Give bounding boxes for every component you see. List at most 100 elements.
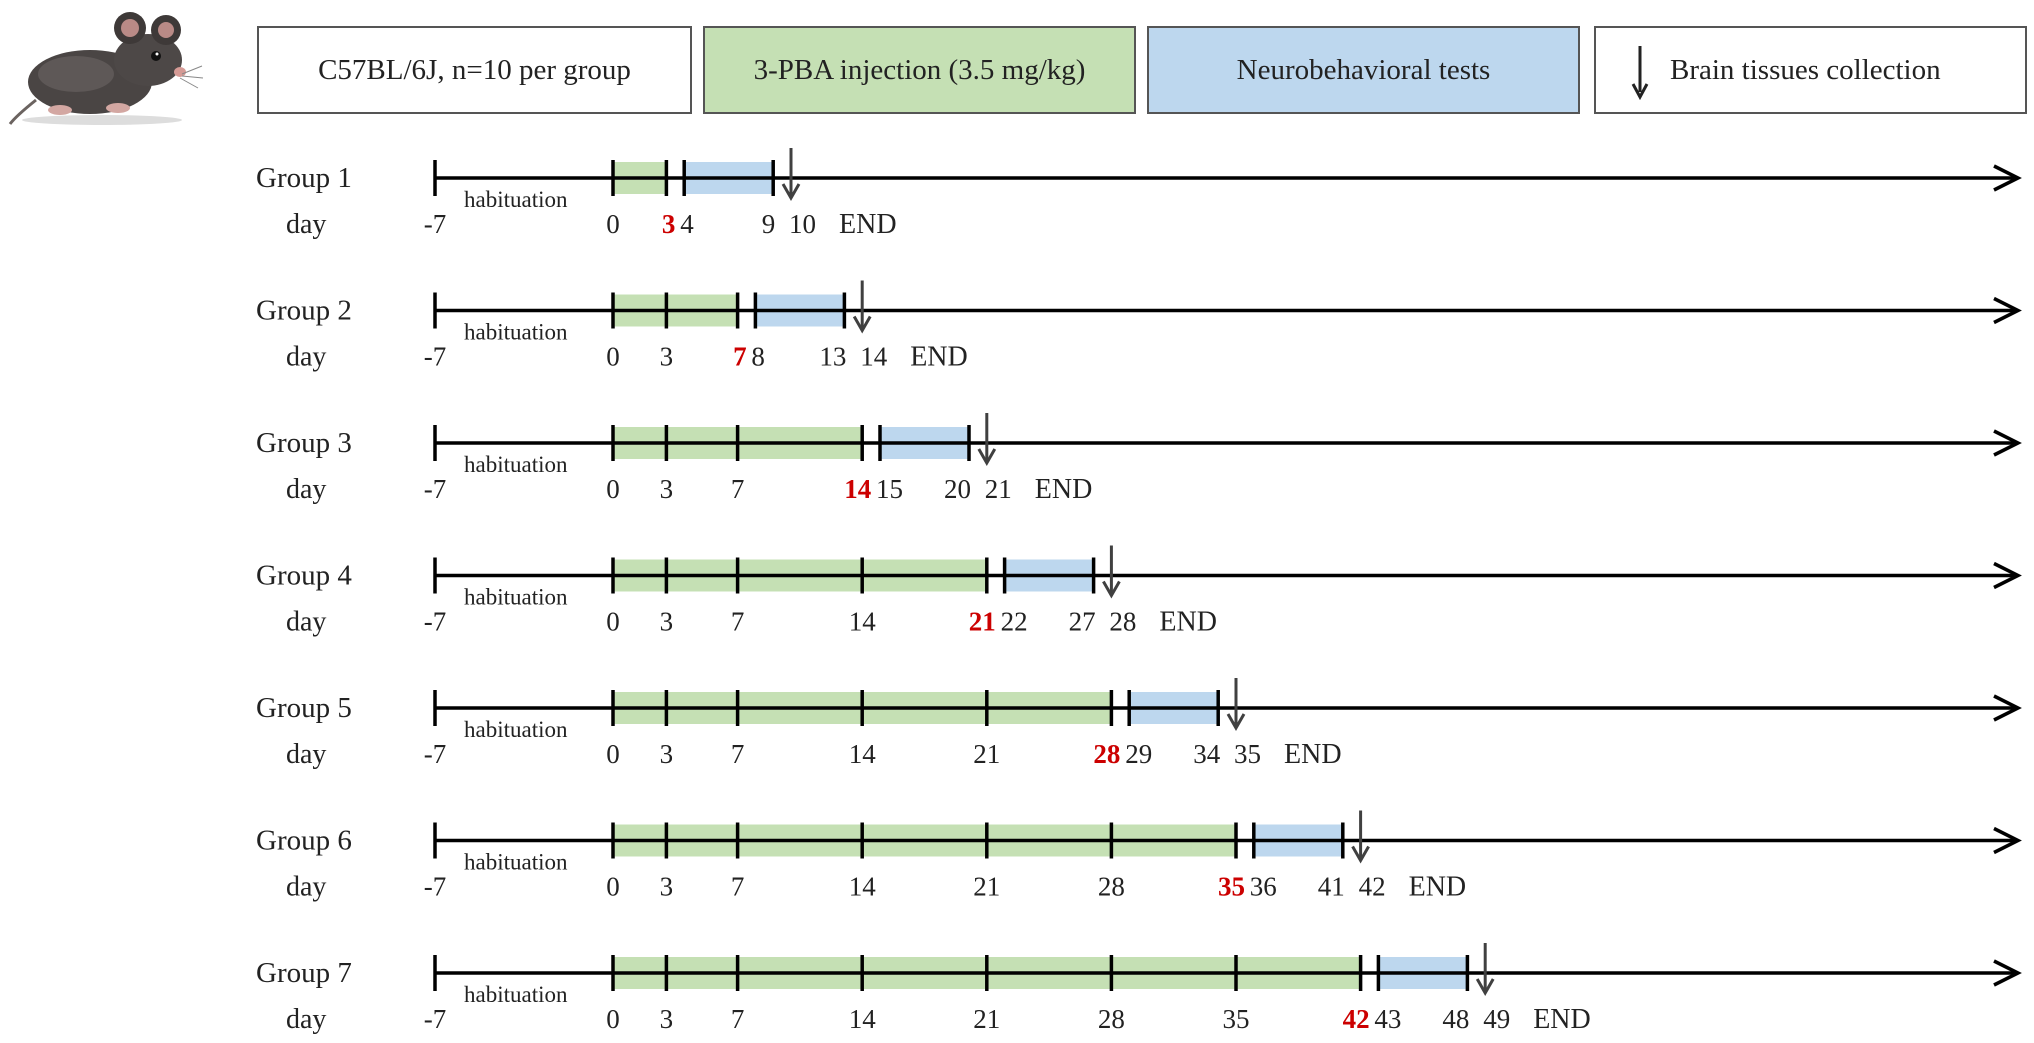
tick-label: 14 xyxy=(849,872,877,902)
collection-arrowhead xyxy=(781,183,801,202)
end-label: END xyxy=(1284,739,1342,770)
tick-label: -7 xyxy=(424,474,447,504)
tick-label: 42 xyxy=(1359,872,1386,902)
tick-label: 9 xyxy=(762,209,776,239)
tick-label: 20 xyxy=(944,474,971,504)
tick-label: 0 xyxy=(606,342,620,372)
tick-label: 8 xyxy=(751,342,765,372)
habituation-label: habituation xyxy=(464,320,568,345)
tick-label: 14 xyxy=(860,342,888,372)
tick-label: 14 xyxy=(849,607,877,637)
timeline-arrowhead xyxy=(1993,296,2022,325)
highlight-tick-label: 3 xyxy=(662,209,676,239)
tick-label: 7 xyxy=(731,872,745,902)
tick-label: 7 xyxy=(731,739,745,769)
end-label: END xyxy=(910,342,968,373)
end-label: END xyxy=(1159,607,1217,638)
group-label: Group 4 xyxy=(256,560,352,592)
tick-label: -7 xyxy=(424,1004,447,1034)
down-arrow-icon xyxy=(1631,46,1649,100)
tick-label: 0 xyxy=(606,474,620,504)
highlight-tick-label: 21 xyxy=(969,607,996,637)
timeline-arrowhead xyxy=(1993,429,2022,457)
habituation-label: habituation xyxy=(464,850,568,875)
tick-label: 28 xyxy=(1109,607,1136,637)
end-label: END xyxy=(1409,872,1467,903)
tick-label: 7 xyxy=(731,1004,745,1034)
tick-label: 14 xyxy=(849,1004,877,1034)
end-label: END xyxy=(1035,474,1093,505)
end-label: END xyxy=(1533,1004,1591,1035)
tick-label: 3 xyxy=(660,474,674,504)
tick-label: 35 xyxy=(1234,739,1261,769)
timeline-group-4: Group 4 day habituation -7 0 3 7 14 21 22 27 28 END xyxy=(256,545,2022,638)
habituation-label: habituation xyxy=(464,187,568,212)
day-label: day xyxy=(286,739,326,770)
day-label: day xyxy=(286,1004,326,1035)
timeline-arrowhead xyxy=(1993,694,2022,722)
end-label: END xyxy=(839,209,897,240)
tick-label: 22 xyxy=(1001,607,1028,637)
day-label: day xyxy=(286,607,326,638)
mouse-illustration xyxy=(8,12,204,125)
tick-label: 21 xyxy=(973,1004,1000,1034)
day-label: day xyxy=(286,342,326,373)
tick-label: 43 xyxy=(1374,1004,1401,1034)
habituation-label: habituation xyxy=(464,452,568,477)
collection-arrowhead xyxy=(1351,845,1370,864)
group-label: Group 1 xyxy=(256,162,352,194)
timeline-group-3: Group 3 day habituation -7 0 3 7 14 15 20 21 END xyxy=(256,413,2022,505)
tick-label: 34 xyxy=(1193,739,1221,769)
tick-label: 0 xyxy=(606,1004,620,1034)
tick-label: 0 xyxy=(606,209,620,239)
day-label: day xyxy=(286,209,326,240)
timeline-group-2: Group 2 day habituation -7 0 3 7 8 13 14 END xyxy=(256,280,2022,373)
legend-injection-label: 3-PBA injection (3.5 mg/kg) xyxy=(753,53,1086,86)
legend-collection-box: Brain tissues collection xyxy=(1594,26,2027,114)
day-label: day xyxy=(286,474,326,505)
timeline-group-7: Group 7 day habituation -7 0 3 7 14 21 28 35 42 43 48… xyxy=(256,943,2022,1035)
collection-arrowhead xyxy=(1475,978,1495,997)
highlight-tick-label: 35 xyxy=(1218,872,1245,902)
tick-label: 15 xyxy=(876,474,903,504)
timeline-arrowhead xyxy=(1993,561,2022,590)
tick-label: 28 xyxy=(1098,872,1125,902)
tick-label: 3 xyxy=(660,739,674,769)
tick-label: -7 xyxy=(424,872,447,902)
collection-arrowhead xyxy=(852,315,872,334)
tick-label: 29 xyxy=(1125,739,1152,769)
highlight-tick-label: 42 xyxy=(1343,1004,1370,1034)
tick-label: 41 xyxy=(1318,872,1345,902)
timeline-arrowhead xyxy=(1993,164,2022,192)
tick-label: 0 xyxy=(606,872,620,902)
collection-arrowhead xyxy=(1102,580,1121,599)
timeline-group-5: Group 5 day habituation -7 0 3 7 14 21 28 29 34 35 EN… xyxy=(256,678,2022,770)
tick-label: 4 xyxy=(680,209,694,239)
timeline-arrowhead xyxy=(1993,959,2022,987)
day-label: day xyxy=(286,872,326,903)
tick-label: 3 xyxy=(660,607,674,637)
tick-label: -7 xyxy=(424,342,447,372)
group-label: Group 6 xyxy=(256,825,352,857)
highlight-tick-label: 28 xyxy=(1093,739,1120,769)
legend-injection-box: 3-PBA injection (3.5 mg/kg) xyxy=(703,26,1136,114)
tick-label: -7 xyxy=(424,607,447,637)
tick-label: 0 xyxy=(606,607,620,637)
group-label: Group 7 xyxy=(256,957,352,989)
tick-label: 35 xyxy=(1223,1004,1250,1034)
tick-label: 21 xyxy=(973,739,1000,769)
tick-label: 14 xyxy=(849,739,877,769)
tick-label: 10 xyxy=(789,209,816,239)
tick-label: -7 xyxy=(424,739,447,769)
habituation-label: habituation xyxy=(464,982,568,1007)
timeline-group-6: Group 6 day habituation -7 0 3 7 14 21 28 35 36 41 42… xyxy=(256,810,2022,903)
group-label: Group 5 xyxy=(256,692,352,724)
tick-label: 7 xyxy=(731,474,745,504)
tick-label: 3 xyxy=(660,342,674,372)
habituation-label: habituation xyxy=(464,717,568,742)
timeline-group-1: Group 1 day habituation -7 0 3 4 9 10 END xyxy=(256,148,2022,240)
tick-label: 28 xyxy=(1098,1004,1125,1034)
legend-tests-label: Neurobehavioral tests xyxy=(1236,53,1491,86)
